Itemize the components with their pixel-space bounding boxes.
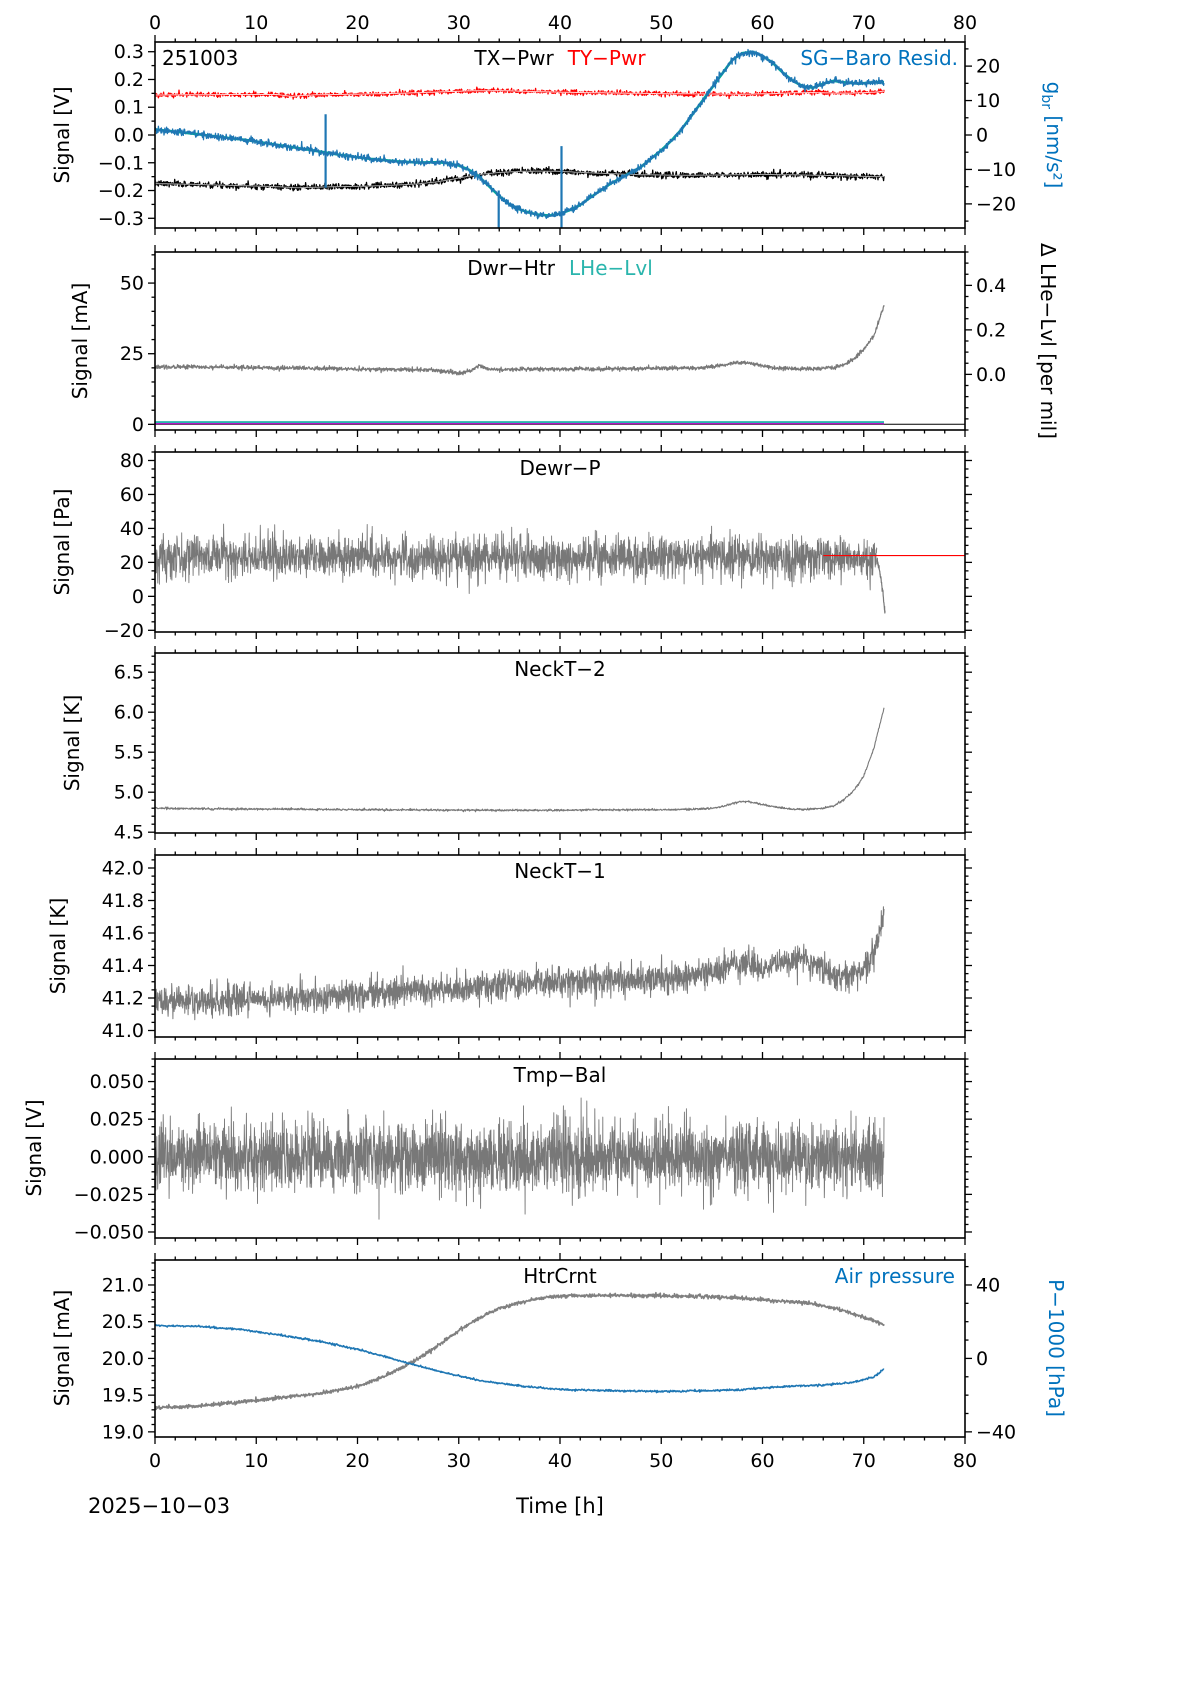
svg-text:6.0: 6.0 [114, 702, 144, 724]
svg-text:0.2: 0.2 [114, 69, 144, 91]
svg-text:5.0: 5.0 [114, 782, 144, 804]
panel7-title-htrcrnt: HtrCrnt [523, 1264, 597, 1288]
svg-text:−20: −20 [976, 193, 1016, 215]
y-axis-label-panel7: Signal [mA] [50, 1289, 74, 1407]
figure-date-label: 2025−10−03 [88, 1494, 231, 1518]
svg-text:0: 0 [976, 1348, 988, 1370]
svg-text:6.5: 6.5 [114, 662, 144, 684]
svg-text:10: 10 [976, 90, 1000, 112]
y-axis-label-panel3: Signal [Pa] [50, 488, 74, 596]
svg-text:20: 20 [976, 56, 1000, 78]
panel1-title: TX−Pwr TY−Pwr [155, 46, 965, 70]
svg-text:−0.025: −0.025 [74, 1184, 144, 1206]
panel4-title-neckt2: NeckT−2 [514, 657, 606, 681]
svg-text:20: 20 [120, 552, 144, 574]
svg-text:30: 30 [447, 12, 471, 34]
svg-text:4.5: 4.5 [114, 822, 144, 844]
svg-text:80: 80 [120, 450, 144, 472]
panel5-title-neckt1: NeckT−1 [514, 859, 606, 883]
date-code-label: 251003 [162, 46, 239, 70]
svg-text:50: 50 [649, 12, 673, 34]
svg-text:70: 70 [852, 1450, 876, 1472]
svg-text:−0.3: −0.3 [98, 208, 144, 230]
y-axis-label-panel5: Signal [K] [46, 897, 70, 995]
y-axis-label-panel4: Signal [K] [60, 694, 84, 792]
x-axis-label: Time [h] [516, 1494, 604, 1518]
svg-text:0.0: 0.0 [114, 125, 144, 147]
svg-text:10: 10 [244, 1450, 268, 1472]
svg-text:20: 20 [345, 12, 369, 34]
svg-text:0.0: 0.0 [976, 364, 1006, 386]
svg-text:0: 0 [132, 414, 144, 436]
right-axis-label-lhe: Δ LHe−Lvl [per mil] [1036, 243, 1060, 439]
svg-text:0: 0 [976, 125, 988, 147]
svg-text:40: 40 [976, 1274, 1000, 1296]
svg-text:−40: −40 [976, 1421, 1016, 1443]
y-axis-label-panel1: Signal [V] [50, 86, 74, 184]
panel2-title-dwrhtr: Dwr−Htr [467, 256, 556, 280]
svg-text:40: 40 [120, 518, 144, 540]
svg-text:0.025: 0.025 [90, 1109, 144, 1131]
svg-text:−0.1: −0.1 [98, 152, 144, 174]
svg-text:80: 80 [953, 12, 977, 34]
svg-text:25: 25 [120, 343, 144, 365]
svg-text:20.0: 20.0 [102, 1348, 144, 1370]
svg-text:50: 50 [649, 1450, 673, 1472]
svg-text:0.4: 0.4 [976, 275, 1006, 297]
panel4-title: NeckT−2 [155, 657, 965, 681]
svg-text:42.0: 42.0 [102, 858, 144, 880]
svg-text:40: 40 [548, 12, 572, 34]
svg-text:60: 60 [750, 1450, 774, 1472]
svg-text:10: 10 [244, 12, 268, 34]
svg-text:0: 0 [132, 586, 144, 608]
panel7-title: HtrCrnt [155, 1264, 965, 1288]
panel6-title: Tmp−Bal [155, 1063, 965, 1087]
svg-text:70: 70 [852, 12, 876, 34]
panel1-title-ty: TY−Pwr [567, 46, 646, 70]
svg-text:0: 0 [149, 1450, 161, 1472]
svg-text:41.0: 41.0 [102, 1020, 144, 1042]
svg-text:0: 0 [149, 12, 161, 34]
svg-text:40: 40 [548, 1450, 572, 1472]
svg-text:20: 20 [345, 1450, 369, 1472]
svg-text:60: 60 [120, 484, 144, 506]
svg-text:5.5: 5.5 [114, 742, 144, 764]
svg-text:19.0: 19.0 [102, 1421, 144, 1443]
right-axis-label-gbr: gbr [nm/s²] [1038, 81, 1066, 189]
svg-text:0.000: 0.000 [90, 1146, 144, 1168]
svg-text:−10: −10 [976, 159, 1016, 181]
svg-text:−0.2: −0.2 [98, 180, 144, 202]
svg-text:0.2: 0.2 [976, 319, 1006, 341]
panel3-title: Dewr−P [155, 456, 965, 480]
panel3-title-dewrp: Dewr−P [519, 456, 601, 480]
svg-text:−0.050: −0.050 [74, 1221, 144, 1243]
svg-text:20.5: 20.5 [102, 1311, 144, 1333]
panel7-airpressure-legend: Air pressure [834, 1264, 955, 1288]
svg-text:41.2: 41.2 [102, 988, 144, 1010]
svg-text:60: 60 [750, 12, 774, 34]
svg-text:50: 50 [120, 273, 144, 295]
panel1-title-tx: TX−Pwr [474, 46, 554, 70]
svg-text:41.6: 41.6 [102, 923, 144, 945]
svg-text:30: 30 [447, 1450, 471, 1472]
right-axis-label-pressure: P−1000 [hPa] [1044, 1279, 1068, 1417]
svg-text:41.8: 41.8 [102, 890, 144, 912]
svg-text:−20: −20 [104, 620, 144, 642]
svg-text:19.5: 19.5 [102, 1385, 144, 1407]
svg-text:0.050: 0.050 [90, 1071, 144, 1093]
panel2-title-lhelvl: LHe−Lvl [569, 256, 653, 280]
panel6-title-tmpbal: Tmp−Bal [513, 1063, 607, 1087]
panel2-title: Dwr−Htr LHe−Lvl [155, 256, 965, 280]
svg-text:80: 80 [953, 1450, 977, 1472]
y-axis-label-panel2: Signal [mA] [68, 282, 92, 400]
svg-text:0.3: 0.3 [114, 41, 144, 63]
svg-text:0.1: 0.1 [114, 97, 144, 119]
panel1-baro-legend: SG−Baro Resid. [800, 46, 958, 70]
svg-text:41.4: 41.4 [102, 955, 144, 977]
svg-text:21.0: 21.0 [102, 1274, 144, 1296]
panel5-title: NeckT−1 [155, 859, 965, 883]
y-axis-label-panel6: Signal [V] [22, 1099, 46, 1197]
